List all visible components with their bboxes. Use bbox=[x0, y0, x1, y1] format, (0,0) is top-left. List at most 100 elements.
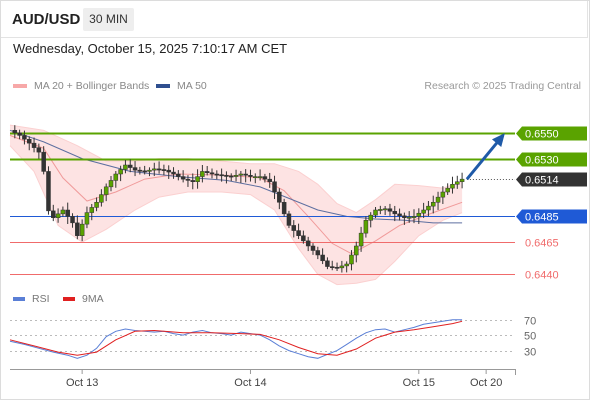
candle-up bbox=[195, 176, 200, 182]
candle-down bbox=[320, 254, 325, 262]
candle-up bbox=[257, 176, 263, 179]
candle-down bbox=[397, 213, 402, 217]
ma50-label: MA 50 bbox=[177, 80, 207, 92]
bollinger-bands bbox=[9, 124, 463, 286]
candle-up bbox=[435, 196, 441, 203]
candle-up bbox=[113, 173, 119, 181]
candle-down bbox=[31, 142, 37, 148]
candle-up bbox=[426, 205, 431, 211]
candle-down bbox=[281, 202, 287, 215]
level-0-6550-tag bbox=[516, 126, 587, 141]
x-tick-label: Oct 20 bbox=[470, 377, 502, 389]
candle-down bbox=[17, 132, 22, 136]
candle-up bbox=[94, 202, 99, 208]
level-0-6440-label: 0.6440 bbox=[525, 270, 559, 282]
candle-up bbox=[233, 175, 239, 177]
price-levels bbox=[10, 132, 515, 275]
candle-up bbox=[60, 209, 66, 215]
candle-up bbox=[406, 216, 412, 219]
candle-up bbox=[99, 194, 104, 203]
candle-down bbox=[291, 225, 297, 231]
rsi-tick-70: 70 bbox=[524, 316, 536, 328]
projection-arrow bbox=[465, 133, 505, 181]
candle-up bbox=[440, 191, 446, 198]
rsi-panel: 70 50 30 bbox=[9, 310, 536, 368]
level-0-6530-label: 0.6530 bbox=[525, 155, 559, 167]
candle-up bbox=[411, 216, 417, 218]
timeframe-badge[interactable]: 30 MIN bbox=[83, 8, 134, 31]
candle-up bbox=[382, 208, 388, 211]
candle-up bbox=[450, 184, 455, 189]
candle-up bbox=[152, 168, 157, 171]
candle-down bbox=[286, 213, 292, 226]
level-0-6485-tag bbox=[516, 209, 587, 224]
candle-down bbox=[209, 172, 215, 175]
candle-up bbox=[378, 209, 383, 211]
bollinger-label: MA 20 + Bollinger Bands bbox=[34, 80, 150, 92]
level-0-6514-label: 0.6514 bbox=[525, 175, 559, 187]
symbol-title: AUD/USD bbox=[12, 11, 81, 28]
x-tick-label: Oct 14 bbox=[234, 377, 266, 389]
candle-down bbox=[224, 175, 229, 177]
candle-down bbox=[334, 266, 340, 269]
candle-up bbox=[344, 263, 349, 267]
rsi-ma-label: 9MA bbox=[82, 293, 104, 305]
candle-down bbox=[296, 230, 301, 236]
candle-down bbox=[12, 130, 18, 134]
candle-down bbox=[156, 168, 162, 171]
candle-down bbox=[75, 222, 80, 236]
header-bar: AUD/USD 30 MIN bbox=[0, 0, 588, 38]
legend-ma50: MA 50 bbox=[156, 80, 207, 92]
candle-down bbox=[26, 139, 32, 144]
candle-down bbox=[267, 178, 272, 182]
level-0-6550-label: 0.6550 bbox=[525, 129, 559, 141]
candle-up bbox=[363, 220, 369, 234]
candle-up bbox=[55, 213, 61, 218]
candle-up bbox=[89, 207, 95, 213]
legend-rsi: RSI bbox=[13, 293, 50, 305]
candle-down bbox=[70, 216, 75, 224]
candle-down bbox=[161, 169, 167, 171]
candle-down bbox=[137, 169, 143, 172]
candle-down bbox=[176, 173, 181, 177]
candle-up bbox=[200, 171, 205, 177]
candle-down bbox=[387, 208, 393, 212]
level-0-6465-label: 0.6465 bbox=[525, 238, 559, 250]
candle-up bbox=[459, 178, 465, 182]
candle-up bbox=[455, 181, 460, 185]
candle-down bbox=[180, 176, 186, 180]
candle-down bbox=[315, 250, 321, 256]
research-credit: Research © 2025 Trading Central bbox=[424, 80, 581, 92]
candle-up bbox=[79, 223, 85, 236]
rsi-background bbox=[10, 310, 515, 368]
candle-up bbox=[354, 245, 359, 256]
candle-down bbox=[214, 173, 220, 176]
candle-down bbox=[219, 174, 224, 177]
rsi-ma-swatch bbox=[63, 297, 75, 301]
candle-up bbox=[147, 169, 152, 172]
rsi-swatch bbox=[13, 297, 25, 301]
rsi-label: RSI bbox=[32, 293, 50, 305]
candle-down bbox=[301, 235, 306, 242]
candle-down bbox=[166, 169, 171, 173]
candle-down bbox=[228, 175, 234, 178]
legend-rsi-ma: 9MA bbox=[63, 293, 104, 305]
candles bbox=[12, 125, 465, 273]
ma50-swatch bbox=[156, 84, 170, 88]
rsi-line bbox=[9, 319, 463, 359]
bollinger-upper bbox=[9, 124, 463, 214]
projection-arrow-head bbox=[491, 133, 505, 147]
candle-down bbox=[272, 181, 277, 193]
candle-down bbox=[392, 211, 398, 215]
candle-down bbox=[65, 209, 70, 217]
bollinger-swatch bbox=[13, 84, 27, 88]
candle-down bbox=[22, 135, 27, 140]
candle-down bbox=[132, 167, 138, 171]
candle-up bbox=[373, 209, 378, 216]
candle-down bbox=[277, 191, 282, 203]
candle-down bbox=[262, 176, 268, 180]
candle-up bbox=[103, 186, 109, 195]
candle-up bbox=[238, 173, 244, 176]
candle-up bbox=[416, 212, 422, 217]
